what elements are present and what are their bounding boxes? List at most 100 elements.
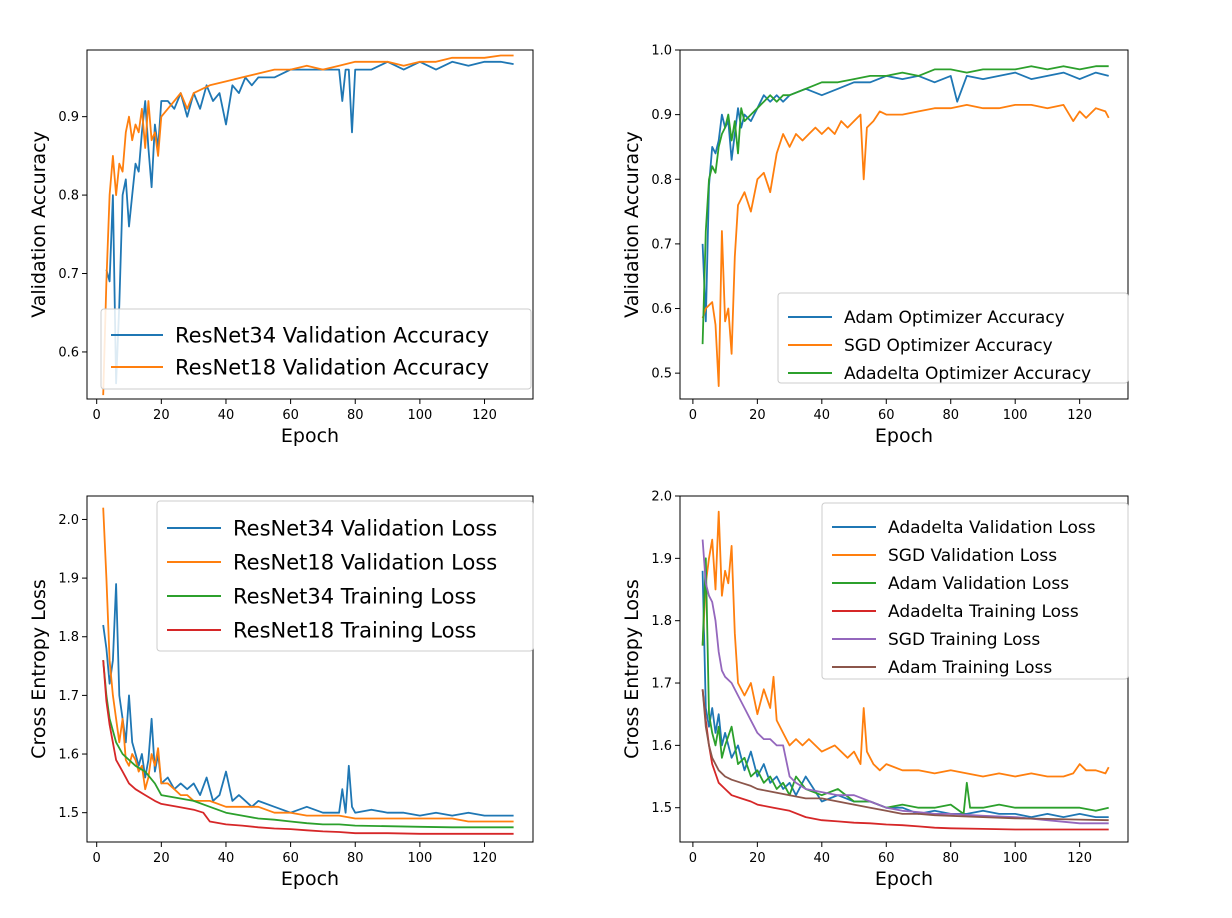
y-tick-label: 0.9 bbox=[651, 108, 672, 123]
legend-box bbox=[100, 308, 532, 390]
legend-label: ResNet34 Training Loss bbox=[233, 585, 476, 609]
legend-label: ResNet34 Validation Loss bbox=[233, 517, 497, 541]
y-tick-label: 0.8 bbox=[58, 189, 79, 204]
series-line-1 bbox=[105, 60, 514, 385]
y-tick-label: 0.8 bbox=[651, 173, 672, 188]
series-line-3 bbox=[701, 557, 1109, 815]
legend-box bbox=[777, 292, 1129, 384]
x-tick-label: 40 bbox=[218, 408, 235, 423]
x-tick-label: 100 bbox=[407, 851, 432, 866]
series-line-2 bbox=[701, 104, 1110, 388]
x-tick-label: 40 bbox=[814, 851, 831, 866]
x-tick-label: 40 bbox=[218, 851, 235, 866]
series-line-4 bbox=[701, 689, 1109, 831]
x-tick-label: 20 bbox=[749, 851, 766, 866]
y-tick-label: 2.0 bbox=[651, 490, 672, 505]
x-tick-label: 0 bbox=[689, 851, 697, 866]
legend: Adam Optimizer Accuracy SGD Optimizer Acc… bbox=[777, 292, 1129, 384]
series-line-2 bbox=[701, 510, 1110, 778]
y-axis-label: Validation Accuracy bbox=[621, 131, 643, 318]
series-group bbox=[701, 65, 1110, 388]
x-tick-label: 80 bbox=[347, 851, 364, 866]
y-tick-label: 1.8 bbox=[58, 630, 79, 645]
plot-frame bbox=[679, 49, 1129, 400]
y-tick-label: 1.9 bbox=[651, 552, 672, 567]
series-line-3 bbox=[701, 65, 1109, 345]
x-tick-label: 20 bbox=[153, 408, 170, 423]
series-group bbox=[701, 510, 1110, 831]
series-line-2 bbox=[102, 507, 514, 823]
x-tick-label: 80 bbox=[347, 408, 364, 423]
y-tick-label: 1.8 bbox=[651, 614, 672, 629]
x-axis-label: Epoch bbox=[281, 425, 339, 447]
legend: Adadelta Validation Loss SGD Validation L… bbox=[821, 502, 1129, 680]
legend-box bbox=[156, 500, 534, 652]
series-line-6 bbox=[701, 689, 1109, 822]
y-tick-label: 2.0 bbox=[58, 513, 79, 528]
y-tick-label: 1.7 bbox=[651, 677, 672, 692]
legend-label: Adadelta Training Loss bbox=[888, 602, 1079, 622]
x-tick-label: 60 bbox=[282, 851, 299, 866]
legend: ResNet34 Validation Accuracy ResNet18 Val… bbox=[100, 308, 532, 390]
y-tick-label: 1.6 bbox=[58, 748, 79, 763]
y-tick-label: 1.9 bbox=[58, 572, 79, 587]
legend-label: Adadelta Optimizer Accuracy bbox=[844, 364, 1091, 384]
y-tick-label: 0.7 bbox=[651, 237, 672, 252]
y-tick-label: 1.5 bbox=[651, 801, 672, 816]
legend-label: ResNet18 Validation Loss bbox=[233, 551, 497, 575]
legend-label: ResNet34 Validation Accuracy bbox=[175, 324, 489, 348]
legend-label: Adam Optimizer Accuracy bbox=[844, 308, 1065, 328]
chart-panel-4: 0 20 40 60 80 100 120 1.5 1.6 1.7 1.8 1.9 2.0 Epoch Cr… bbox=[621, 490, 1129, 890]
series-line-2 bbox=[102, 54, 514, 396]
legend-label: ResNet18 Training Loss bbox=[233, 619, 476, 643]
y-tick-label: 1.6 bbox=[651, 739, 672, 754]
x-tick-label: 100 bbox=[407, 408, 432, 423]
series-line-1 bbox=[102, 583, 514, 817]
x-tick-label: 20 bbox=[153, 851, 170, 866]
legend-label: SGD Training Loss bbox=[888, 630, 1040, 650]
x-tick-label: 80 bbox=[942, 851, 959, 866]
plot-frame bbox=[86, 49, 534, 400]
series-line-1 bbox=[701, 570, 1109, 818]
y-axis-label: Cross Entropy Loss bbox=[621, 579, 643, 759]
x-tick-label: 120 bbox=[472, 851, 497, 866]
x-axis-label: Epoch bbox=[281, 868, 339, 890]
legend-box bbox=[821, 502, 1129, 680]
x-tick-label: 120 bbox=[1067, 851, 1092, 866]
x-tick-label: 0 bbox=[93, 851, 101, 866]
x-axis-label: Epoch bbox=[875, 425, 933, 447]
series-group bbox=[102, 54, 514, 396]
y-tick-label: 0.6 bbox=[58, 345, 79, 360]
legend-label: SGD Optimizer Accuracy bbox=[844, 336, 1053, 356]
y-axis-label: Cross Entropy Loss bbox=[28, 579, 50, 759]
legend-label: Adadelta Validation Loss bbox=[888, 518, 1096, 538]
x-tick-label: 0 bbox=[689, 408, 697, 423]
y-tick-label: 0.7 bbox=[58, 267, 79, 282]
legend-label: SGD Validation Loss bbox=[888, 546, 1057, 566]
series-line-1 bbox=[701, 71, 1109, 323]
x-tick-label: 120 bbox=[1067, 408, 1092, 423]
y-tick-label: 1.0 bbox=[651, 44, 672, 59]
y-tick-label: 0.9 bbox=[58, 110, 79, 125]
series-line-5 bbox=[701, 539, 1109, 825]
legend-label: Adam Training Loss bbox=[888, 658, 1052, 678]
legend-label: Adam Validation Loss bbox=[888, 574, 1069, 594]
x-tick-label: 60 bbox=[878, 851, 895, 866]
y-axis-label: Validation Accuracy bbox=[28, 131, 50, 318]
x-tick-label: 60 bbox=[878, 408, 895, 423]
plot-frame bbox=[86, 495, 534, 843]
series-group bbox=[102, 507, 514, 835]
legend: ResNet34 Validation Loss ResNet18 Validat… bbox=[156, 500, 534, 652]
series-line-3 bbox=[102, 660, 514, 829]
series-line-4 bbox=[102, 660, 514, 835]
chart-panel-1: 0 20 40 60 80 100 120 0.6 0.7 0.8 0.9 Epoch Validati… bbox=[28, 49, 534, 447]
chart-panel-2: 0 20 40 60 80 100 120 0.5 0.6 0.7 0.8 0.9 1.0 Epoch Va… bbox=[621, 44, 1129, 447]
y-tick-label: 0.5 bbox=[651, 367, 672, 382]
x-tick-label: 80 bbox=[942, 408, 959, 423]
chart-panel-3: 0 20 40 60 80 100 120 1.5 1.6 1.7 1.8 1.9 2.0 Epoch Cr… bbox=[28, 495, 534, 890]
y-tick-label: 1.7 bbox=[58, 689, 79, 704]
x-tick-label: 40 bbox=[814, 408, 831, 423]
legend-label: ResNet18 Validation Accuracy bbox=[175, 356, 489, 380]
x-axis-label: Epoch bbox=[875, 868, 933, 890]
